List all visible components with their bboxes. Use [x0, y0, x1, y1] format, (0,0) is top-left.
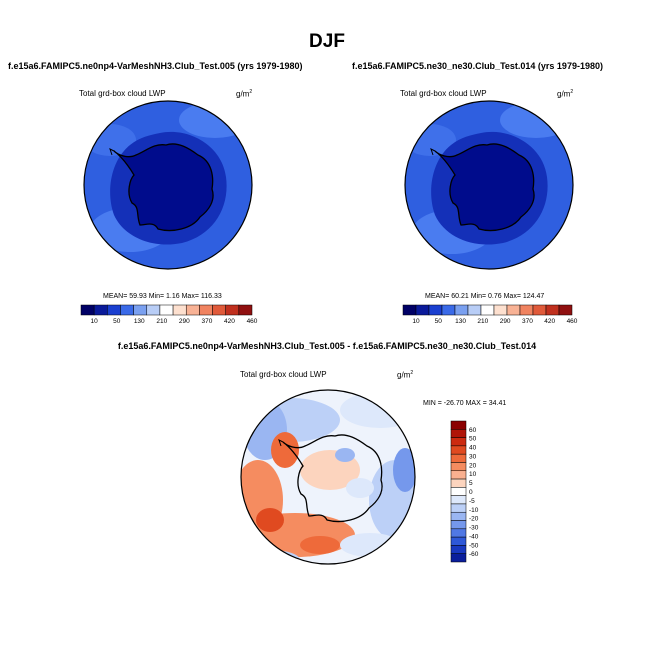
colorbar-box	[450, 487, 467, 496]
colorbar-box	[199, 304, 213, 316]
colorbar-box	[467, 304, 482, 316]
colorbar-box	[93, 304, 108, 316]
colorbar-box	[480, 304, 495, 316]
colorbar-tick-label: 290	[500, 318, 511, 325]
colorbar-box	[238, 304, 253, 316]
colorbar-tick-label: 10	[469, 471, 477, 478]
colorbar-tick-label: 0	[469, 489, 473, 496]
colorbar-box	[441, 304, 456, 316]
colorbar-tick-label: 370	[201, 318, 212, 325]
colorbar-box	[450, 520, 467, 530]
colorbar-box	[558, 304, 573, 316]
colorbar-left: 10 50 130 210 290 370 420 460	[80, 304, 258, 325]
map-right	[405, 101, 573, 269]
colorbar-box	[450, 429, 467, 438]
colorbar-tick-label: 130	[455, 318, 466, 325]
colorbar-tick-label: 460	[567, 318, 578, 325]
colorbar-tick-label: -60	[469, 551, 479, 558]
colorbar-right: 10 50 130 210 290 370 420 460	[402, 304, 578, 325]
colorbar-tick-label: 130	[134, 318, 145, 325]
field-label-diff: Total grd-box cloud LWP	[240, 370, 327, 379]
colorbar-box	[545, 304, 560, 316]
colorbar-box	[450, 420, 467, 430]
colorbar-box	[159, 304, 174, 316]
colorbar-tick-label: 460	[247, 318, 258, 325]
colorbar-box	[120, 304, 134, 316]
colorbar-box	[450, 462, 467, 472]
colorbar-box	[532, 304, 547, 316]
colorbar-box	[450, 470, 467, 480]
colorbar-tick-label: -50	[469, 542, 479, 549]
colorbar-box	[506, 304, 521, 316]
colorbar-box	[450, 453, 467, 463]
colorbar-box	[172, 304, 187, 316]
stats-diff: MIN = -26.70 MAX = 34.41	[423, 400, 507, 407]
colorbar-tick-label: 370	[522, 318, 533, 325]
colorbar-tick-label: 40	[469, 445, 477, 452]
colorbar-box	[185, 304, 200, 316]
colorbar-tick-label: 5	[469, 480, 473, 487]
colorbar-box	[450, 545, 467, 554]
colorbar-box	[133, 304, 148, 316]
colorbar-box	[450, 495, 467, 505]
colorbar-tick-label: 50	[435, 318, 443, 325]
colorbar-tick-label: -10	[469, 507, 479, 514]
colorbar-box	[519, 304, 534, 316]
colorbar-tick-label: 30	[469, 453, 477, 460]
colorbar-box	[212, 304, 226, 316]
stats-left: MEAN= 59.93 Min= 1.16 Max= 116.33	[103, 293, 222, 300]
field-label-left: Total grd-box cloud LWP	[79, 89, 166, 98]
colorbar-box	[415, 304, 430, 316]
units-left: g/m2	[236, 89, 253, 99]
colorbar-box	[402, 304, 417, 316]
map-diff-border	[240, 389, 416, 565]
map-left-border	[83, 100, 253, 270]
colorbar-tick-label: -40	[469, 533, 479, 540]
field-label-right: Total grd-box cloud LWP	[400, 89, 487, 98]
case-title-right: f.e15a6.FAMIPC5.ne30_ne30.Club_Test.014 …	[352, 61, 603, 71]
colorbar-box	[450, 478, 467, 488]
figure-title: DJF	[309, 31, 345, 52]
map-diff	[241, 390, 415, 564]
map-left	[84, 101, 252, 269]
colorbar-tick-label: 210	[156, 318, 167, 325]
colorbar-box	[493, 304, 508, 316]
case-title-diff: f.e15a6.FAMIPC5.ne0np4-VarMeshNH3.Club_T…	[117, 341, 537, 351]
colorbar-box	[80, 304, 95, 316]
colorbar-box	[450, 553, 467, 563]
colorbar-box	[450, 536, 467, 546]
colorbar-box	[450, 511, 467, 521]
map-right-border	[404, 100, 574, 270]
units-diff: g/m2	[397, 370, 414, 380]
colorbar-box	[454, 304, 469, 316]
colorbar-tick-label: 290	[179, 318, 190, 325]
colorbar-box	[107, 304, 121, 316]
colorbar-tick-label: 210	[477, 318, 488, 325]
colorbar-box	[450, 528, 467, 538]
colorbar-tick-label: 420	[544, 318, 555, 325]
colorbar-tick-label: -20	[469, 516, 479, 523]
colorbar-tick-label: -5	[469, 498, 475, 505]
stats-right: MEAN= 60.21 Min= 0.76 Max= 124.47	[425, 293, 545, 300]
colorbar-tick-label: 50	[469, 436, 477, 443]
units-right: g/m2	[557, 89, 574, 99]
colorbar-box	[450, 445, 467, 455]
colorbar-box	[450, 503, 467, 513]
colorbar-tick-label: 420	[224, 318, 235, 325]
colorbar-tick-label: 20	[469, 462, 477, 469]
colorbar-box	[146, 304, 161, 316]
colorbar-tick-label: 10	[412, 318, 420, 325]
case-title-left: f.e15a6.FAMIPC5.ne0np4-VarMeshNH3.Club_T…	[8, 61, 303, 71]
colorbar-box	[428, 304, 443, 316]
colorbar-tick-label: -30	[469, 525, 479, 532]
colorbar-tick-label: 60	[469, 427, 477, 434]
colorbar-tick-label: 50	[113, 318, 121, 325]
colorbar-box	[225, 304, 240, 316]
colorbar-tick-label: 10	[91, 318, 99, 325]
colorbar-box	[450, 437, 467, 447]
